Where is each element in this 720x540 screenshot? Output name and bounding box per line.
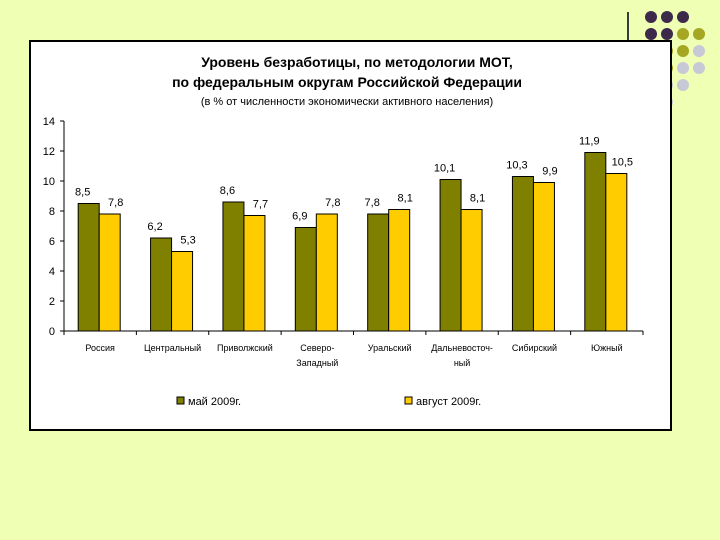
data-label: 10,5 (612, 157, 633, 169)
y-tick-label: 14 (43, 116, 55, 128)
bar-august (171, 251, 194, 332)
chart-subtitle: (в % от численности экономически активно… (201, 96, 493, 108)
y-tick-label: 8 (49, 206, 55, 218)
y-tick-label: 4 (49, 266, 55, 278)
legend-label: август 2009г. (416, 396, 481, 408)
bar-august (532, 182, 555, 332)
data-label: 7,8 (365, 197, 380, 209)
decorative-dot (677, 62, 689, 74)
bar-august (243, 215, 266, 332)
data-label: 11,9 (579, 136, 600, 148)
decorative-dot (677, 11, 689, 23)
data-label: 8,1 (470, 193, 485, 205)
bar-may (367, 213, 390, 332)
chart-title-line2: по федеральным округам Российской Федера… (172, 74, 522, 90)
x-tick-label: Северо- (300, 343, 334, 353)
x-tick-label: Приволжский (217, 343, 273, 353)
decorative-dot (693, 28, 705, 40)
legend-swatch (176, 396, 185, 405)
x-tick-label: ный (454, 358, 470, 368)
legend-label: май 2009г. (188, 396, 241, 408)
bar-may (222, 201, 245, 332)
data-label: 10,1 (434, 163, 455, 175)
bar-august (98, 213, 121, 332)
decorative-dot (645, 28, 657, 40)
data-label: 5,3 (180, 235, 195, 247)
y-tick-label: 12 (43, 146, 55, 158)
bar-may (77, 203, 100, 332)
bar-may (584, 152, 607, 332)
bar-may (511, 176, 534, 332)
bar-may (439, 179, 462, 332)
bar-august (605, 173, 628, 332)
decorative-dot (677, 79, 689, 91)
x-tick-label: Уральский (368, 343, 412, 353)
chart-container: Уровень безработицы, по методологии МОТ,… (29, 40, 672, 431)
decorative-dot (645, 11, 657, 23)
data-label: 6,9 (292, 211, 307, 223)
plot-area: 0 2 4 6 8 10 12 14 8,5 7,8 Россия 6,2 5,3 Центральный… (43, 116, 644, 408)
y-tick-label: 0 (49, 326, 55, 338)
x-tick-label: Центральный (144, 343, 201, 353)
data-label: 8,6 (220, 185, 235, 197)
data-label: 6,2 (147, 221, 162, 233)
data-label: 9,9 (542, 166, 557, 178)
bar-august (460, 209, 483, 332)
x-tick-label: Россия (85, 343, 115, 353)
decorative-dot (661, 28, 673, 40)
legend-swatch (404, 396, 413, 405)
bar-august (315, 213, 338, 332)
bar-august (388, 209, 411, 332)
decorative-dot (677, 28, 689, 40)
x-tick-label: Западный (296, 358, 338, 368)
bar-may (150, 237, 173, 332)
bar-chart: Уровень безработицы, по методологии МОТ,… (43, 54, 644, 408)
x-tick-label: Южный (591, 343, 623, 353)
x-tick-label: Дальневосточ- (431, 343, 493, 353)
decorative-dot (693, 62, 705, 74)
data-label: 7,8 (325, 197, 340, 209)
data-label: 7,7 (253, 199, 268, 211)
data-label: 8,1 (398, 193, 413, 205)
decorative-dot (677, 45, 689, 57)
decorative-dot (693, 45, 705, 57)
data-label: 10,3 (506, 160, 527, 172)
data-label: 7,8 (108, 197, 123, 209)
bar-may (294, 227, 317, 332)
data-label: 8,5 (75, 187, 90, 199)
y-tick-label: 10 (43, 176, 55, 188)
chart-title: Уровень безработицы, по методологии МОТ, (201, 54, 513, 70)
y-tick-label: 2 (49, 296, 55, 308)
x-tick-label: Сибирский (512, 343, 557, 353)
decorative-dot (661, 11, 673, 23)
y-tick-label: 6 (49, 236, 55, 248)
